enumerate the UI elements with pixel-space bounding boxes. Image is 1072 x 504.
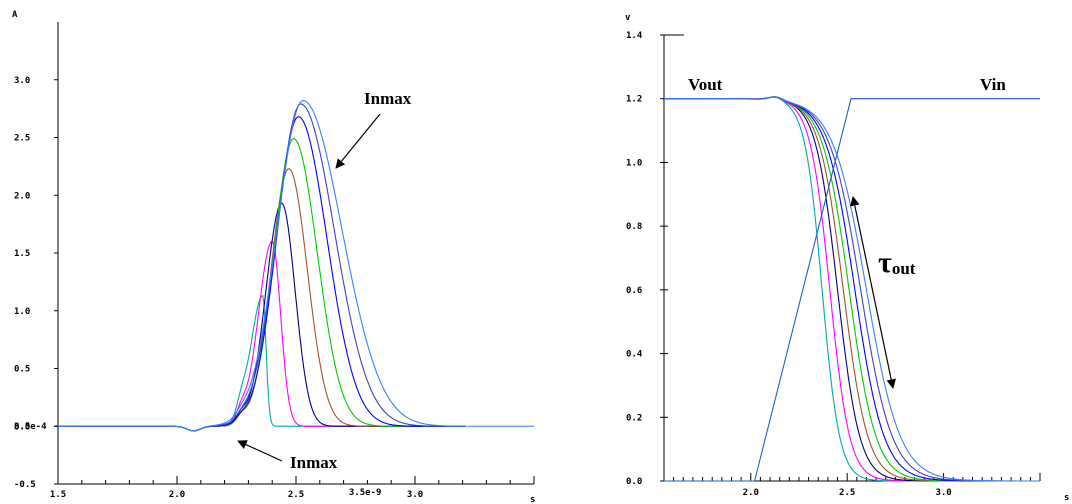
vout-series-line <box>664 96 1040 482</box>
current-y-ticks: -0.5 0.0 0.5 1.0 1.5 2.0 2.5 3.0 3.5e-4 <box>14 76 58 490</box>
current-series-line <box>58 100 467 432</box>
voltage-chart: 0.0 0.2 0.4 0.6 0.8 1.0 1.2 1.4 2.0 2.5 3.0 3.5e-9… <box>349 13 1070 503</box>
annotation-inmax-bump-arrow <box>237 440 283 462</box>
voltage-x-ticks: 2.0 2.5 3.0 3.5e-9 <box>349 473 1041 498</box>
current-x-unit: s <box>530 495 535 504</box>
current-y-tick-label: 1.0 <box>14 307 30 317</box>
vout-series-line <box>664 96 1040 482</box>
vout-series-line <box>664 96 1040 482</box>
voltage-y-tick-label: 1.0 <box>626 158 642 168</box>
current-x-tick-label: 1.5 <box>50 490 66 500</box>
current-chart: -0.5 0.0 0.5 1.0 1.5 2.0 2.5 3.0 3.5e-4 1.5 2.0 2.… <box>12 10 535 504</box>
annotation-inmax-peak-arrow <box>335 113 381 169</box>
current-series-line <box>58 202 467 432</box>
label-vin: Vin <box>980 75 1006 94</box>
vout-series-line <box>664 96 1040 482</box>
current-y-tick-label: 2.0 <box>14 191 30 201</box>
current-y-tick-label: 0.5 <box>14 365 30 375</box>
voltage-x-tick-label: 2.5 <box>839 488 855 498</box>
tau-out-arrow <box>850 196 896 389</box>
voltage-y-tick-label: 0.0 <box>626 477 642 487</box>
current-y-tick-label: 3.0 <box>14 76 30 86</box>
voltage-y-ticks: 0.0 0.2 0.4 0.6 0.8 1.0 1.2 1.4 <box>626 31 684 487</box>
current-series <box>58 100 534 432</box>
current-y-tick-label: -0.5 <box>14 480 36 490</box>
voltage-y-unit: v <box>625 13 631 23</box>
voltage-y-tick-label: 0.2 <box>626 413 642 423</box>
current-x-tick-label: 2.0 <box>169 490 185 500</box>
vout-series-line <box>664 96 1040 482</box>
voltage-x-unit: s <box>1064 493 1069 503</box>
annotation-inmax-peak: Inmax <box>364 89 412 108</box>
current-x-tick-label: 3.0 <box>407 490 423 500</box>
current-series-line <box>58 168 467 432</box>
voltage-x-tick-label: 3.5e-9 <box>349 488 382 498</box>
voltage-axes <box>663 35 1040 482</box>
current-y-tick-label: 1.5 <box>14 249 30 259</box>
current-series-line <box>58 294 467 432</box>
annotation-inmax-bump: Inmax <box>290 453 338 472</box>
vout-series-line <box>664 96 1040 482</box>
label-vout: Vout <box>688 75 723 94</box>
current-x-tick-label: 2.5 <box>288 490 304 500</box>
tau-out-label: τout <box>878 246 916 279</box>
voltage-y-tick-label: 0.6 <box>626 286 642 296</box>
voltage-y-tick-label: 1.2 <box>626 95 642 105</box>
current-series-line <box>58 116 467 432</box>
voltage-y-tick-label: 0.8 <box>626 222 642 232</box>
voltage-series <box>664 96 1040 482</box>
voltage-x-tick-label: 2.0 <box>743 488 759 498</box>
current-series-line <box>58 103 467 432</box>
vout-series-line <box>664 96 1040 482</box>
vin-line <box>664 98 1040 482</box>
current-y-tick-label: 0.0 <box>14 422 30 432</box>
voltage-y-tick-label: 0.4 <box>626 350 643 360</box>
current-y-tick-label: 2.5 <box>14 134 30 144</box>
current-axes <box>57 22 534 485</box>
current-y-tick-label: 3.5e-4 <box>14 422 47 432</box>
vout-series-line <box>664 96 1040 482</box>
voltage-x-tick-label: 3.0 <box>935 488 951 498</box>
current-y-unit: A <box>12 10 18 20</box>
current-x-ticks: 1.5 2.0 2.5 3.0 3.5e-9 <box>50 476 535 500</box>
voltage-y-tick-label: 1.4 <box>626 31 643 41</box>
